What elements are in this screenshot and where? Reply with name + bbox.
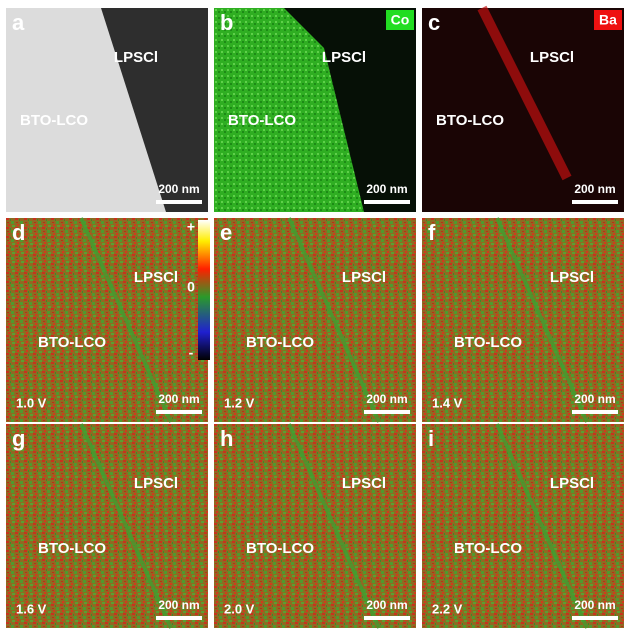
panel-letter: b — [220, 10, 233, 35]
panel-letter: f — [428, 220, 436, 245]
panel-letter: i — [428, 426, 434, 451]
voltage-label: 1.2 V — [224, 395, 255, 410]
colorbar-label: + — [187, 219, 195, 235]
material-label: LPSCl — [134, 475, 178, 492]
material-label: BTO-LCO — [246, 334, 314, 351]
panel: c Ba LPSCl BTO-LCO 200 nm — [422, 8, 624, 212]
material-label: LPSCl — [322, 49, 366, 66]
material-label: BTO-LCO — [436, 112, 504, 129]
scale-bar-label: 200 nm — [574, 392, 615, 406]
panel-letter: g — [12, 426, 25, 451]
voltage-label: 2.0 V — [224, 601, 255, 616]
scale-bar-label: 200 nm — [574, 598, 615, 612]
panel-letter: h — [220, 426, 233, 451]
scale-bar-label: 200 nm — [574, 182, 615, 196]
material-label: LPSCl — [550, 269, 594, 286]
material-label: BTO-LCO — [20, 112, 88, 129]
panel: a LPSCl BTO-LCO 200 nm — [6, 8, 208, 212]
panel-letter: a — [12, 10, 25, 35]
panel-letter: c — [428, 10, 440, 35]
colorbar-label: - — [189, 345, 194, 361]
panel: h LPSCl BTO-LCO 200 nm 2.0 V — [214, 424, 416, 628]
figure: a LPSCl BTO-LCO 200 nm b Co LPSCl BTO-LCO 200 nm… — [0, 0, 627, 629]
material-label: BTO-LCO — [454, 540, 522, 557]
material-label: LPSCl — [134, 269, 178, 286]
scale-bar-label: 200 nm — [366, 598, 407, 612]
panel: g LPSCl BTO-LCO 200 nm 1.6 V — [6, 424, 208, 628]
panel: e LPSCl BTO-LCO 200 nm 1.2 V — [214, 218, 416, 422]
scale-bar — [364, 200, 410, 204]
material-label: LPSCl — [550, 475, 594, 492]
scale-bar — [572, 616, 618, 620]
scale-bar — [572, 200, 618, 204]
colorbar-label: 0 — [187, 279, 195, 295]
material-label: BTO-LCO — [38, 540, 106, 557]
colorbar — [198, 220, 210, 360]
material-label: LPSCl — [342, 475, 386, 492]
material-label: BTO-LCO — [38, 334, 106, 351]
scale-bar — [156, 410, 202, 414]
scale-bar-label: 200 nm — [366, 392, 407, 406]
panel-letter: e — [220, 220, 232, 245]
element-tag: Co — [391, 12, 410, 28]
scale-bar — [572, 410, 618, 414]
element-tag: Ba — [599, 12, 617, 28]
voltage-label: 1.0 V — [16, 395, 47, 410]
material-label: LPSCl — [342, 269, 386, 286]
panel: i LPSCl BTO-LCO 200 nm 2.2 V — [422, 424, 624, 628]
material-label: BTO-LCO — [246, 540, 314, 557]
scale-bar-label: 200 nm — [158, 598, 199, 612]
scale-bar — [156, 616, 202, 620]
panel-letter: d — [12, 220, 25, 245]
scale-bar-label: 200 nm — [366, 182, 407, 196]
scale-bar — [364, 410, 410, 414]
voltage-label: 1.6 V — [16, 601, 47, 616]
material-label: LPSCl — [114, 49, 158, 66]
scale-bar-label: 200 nm — [158, 182, 199, 196]
scale-bar — [156, 200, 202, 204]
material-label: BTO-LCO — [454, 334, 522, 351]
material-label: LPSCl — [530, 49, 574, 66]
panel: d LPSCl BTO-LCO 200 nm 1.0 V — [6, 218, 208, 422]
voltage-label: 2.2 V — [432, 601, 463, 616]
material-label: BTO-LCO — [228, 112, 296, 129]
voltage-label: 1.4 V — [432, 395, 463, 410]
panel: b Co LPSCl BTO-LCO 200 nm — [214, 8, 416, 212]
scale-bar-label: 200 nm — [158, 392, 199, 406]
panel: f LPSCl BTO-LCO 200 nm 1.4 V — [422, 218, 624, 422]
scale-bar — [364, 616, 410, 620]
